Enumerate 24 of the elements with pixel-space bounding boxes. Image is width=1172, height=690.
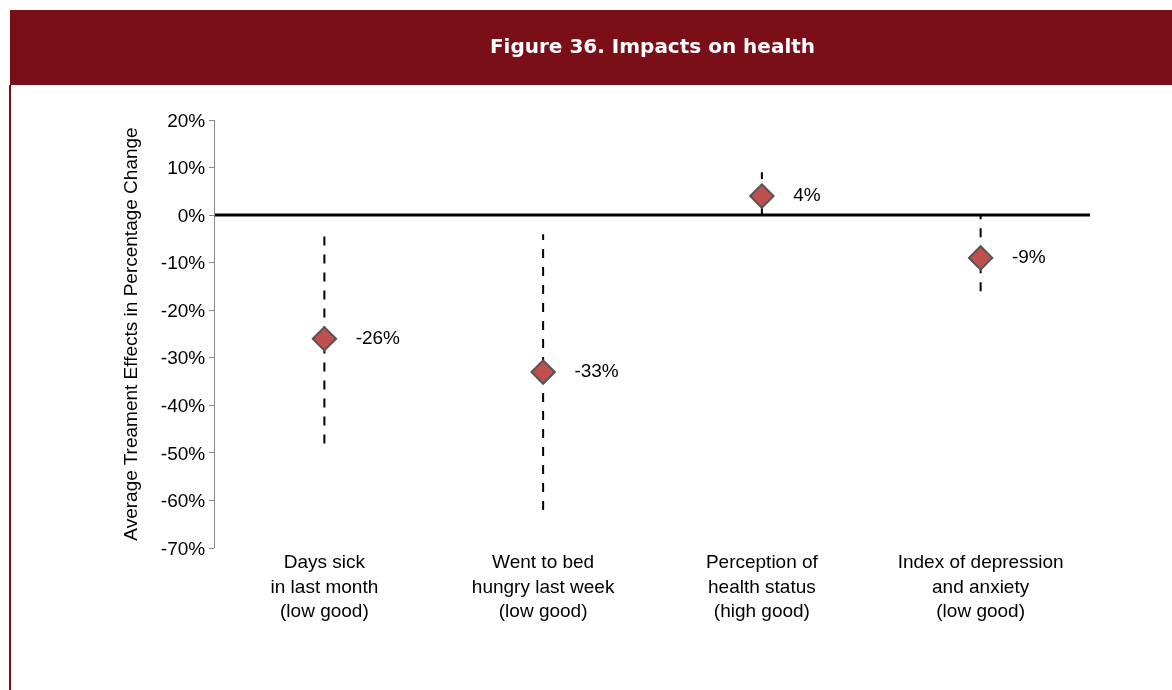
- data-label: -9%: [992, 245, 1046, 267]
- y-tick-label: 0%: [177, 204, 206, 226]
- y-tick-label: -30%: [160, 347, 206, 369]
- point: [311, 326, 338, 352]
- y-axis-title: Average Treament Effects in Percentage Change: [119, 127, 141, 541]
- chart-title: Figure 36. Impacts on health: [489, 34, 816, 58]
- x-tick-label: Days sick in last month (low good): [270, 551, 379, 622]
- point: [967, 245, 994, 271]
- x-tick-label: Perception of health status (high good): [705, 551, 819, 622]
- x-tick-label: Went to bed hungry last week (low good): [471, 551, 615, 622]
- y-tick-label: -40%: [160, 394, 206, 416]
- y-tick-label: -70%: [160, 537, 206, 559]
- y-tick-label: 20%: [167, 109, 206, 131]
- data-label: -33%: [555, 359, 619, 381]
- y-tick-label: -50%: [160, 442, 206, 464]
- data-label: -26%: [336, 326, 401, 348]
- y-tick-label: -60%: [160, 490, 206, 512]
- point: [749, 183, 775, 209]
- data-label: 4%: [774, 183, 821, 205]
- x-tick-label: Index of depression and anxiety (low good): [897, 551, 1064, 622]
- y-tick-label: -20%: [160, 299, 206, 321]
- point: [530, 359, 556, 385]
- y-tick-label: -10%: [160, 252, 206, 274]
- y-tick-label: 10%: [167, 157, 206, 179]
